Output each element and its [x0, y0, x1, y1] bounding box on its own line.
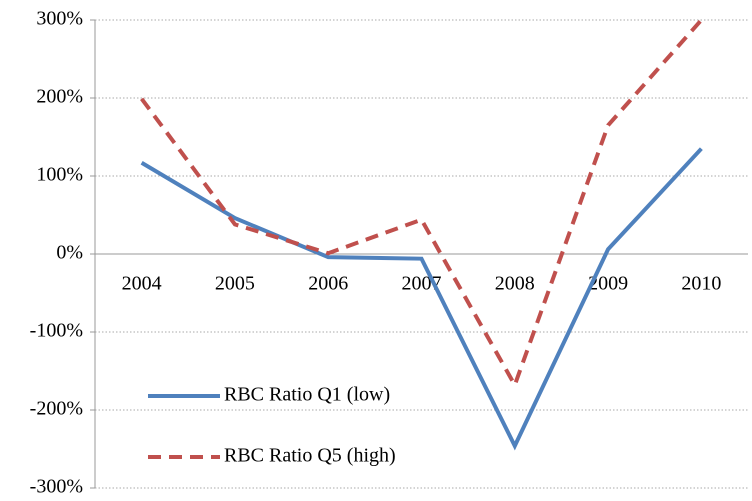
x-tick-label: 2008 [495, 273, 535, 295]
x-tick-label: 2010 [681, 273, 721, 295]
y-tick-label: -300% [30, 476, 83, 498]
y-tick-label: -100% [30, 320, 83, 342]
y-tick-label: 300% [36, 8, 83, 30]
y-tick-label: 200% [36, 86, 83, 108]
x-tick-label: 2006 [308, 273, 348, 295]
series-line [140, 147, 703, 451]
y-tick-label: -200% [30, 398, 83, 420]
y-tick-label: 0% [56, 242, 83, 264]
legend-label: RBC Ratio Q1 (low) [224, 384, 390, 406]
series-line [140, 18, 703, 390]
legend-label: RBC Ratio Q5 (high) [224, 445, 396, 467]
y-tick-label: 100% [36, 164, 83, 186]
x-tick-label: 2004 [122, 273, 162, 295]
x-tick-label: 2005 [215, 273, 255, 295]
x-tick-label: 2009 [588, 273, 628, 295]
